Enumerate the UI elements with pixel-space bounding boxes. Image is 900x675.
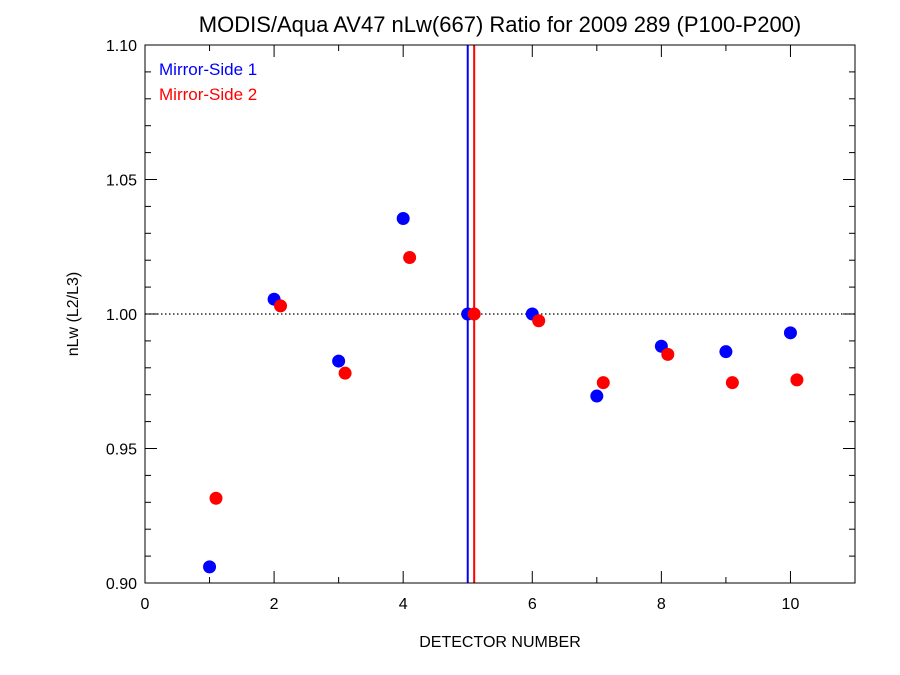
y-axis-label: nLw (L2/L3) — [65, 272, 82, 357]
legend: Mirror-Side 1 Mirror-Side 2 — [159, 60, 257, 104]
x-tick-label: 4 — [399, 596, 408, 613]
mirror-side-2-point — [596, 376, 610, 390]
mirror-side-1-point — [396, 212, 410, 226]
mirror-side-2-point — [661, 347, 675, 361]
mirror-side-1-point — [332, 354, 346, 368]
x-axis-label: DETECTOR NUMBER — [419, 634, 581, 651]
x-tick-label: 0 — [141, 596, 150, 613]
mirror-side-1-point — [203, 560, 217, 574]
mirror-side-2-point — [209, 491, 223, 505]
y-tick-label: 0.95 — [106, 442, 137, 459]
mirror-side-2-point — [532, 314, 546, 328]
y-tick-label: 0.90 — [106, 576, 137, 593]
x-tick-label: 2 — [270, 596, 279, 613]
mirror-side-1-point — [590, 389, 604, 403]
mirror-side-1-point — [719, 345, 733, 359]
x-tick-label: 6 — [528, 596, 537, 613]
y-tick-label: 1.00 — [106, 307, 137, 324]
mirror-side-2-point — [467, 307, 481, 321]
x-tick-label: 8 — [657, 596, 666, 613]
legend-entry: Mirror-Side 2 — [159, 85, 257, 104]
chart-title: MODIS/Aqua AV47 nLw(667) Ratio for 2009 … — [199, 12, 802, 37]
y-tick-label: 1.10 — [106, 38, 137, 55]
mirror-side-2-point — [725, 376, 739, 390]
x-tick-label: 10 — [782, 596, 800, 613]
y-tick-label: 1.05 — [106, 173, 137, 190]
mirror-side-2-point — [403, 251, 417, 265]
mirror-side-2-point — [274, 299, 288, 313]
legend-entry: Mirror-Side 1 — [159, 60, 257, 79]
mirror-side-2-point — [790, 373, 804, 387]
plot-area: 0 2 4 6 8 10 0.90 0.95 1.00 1.05 1.10 — [106, 38, 855, 613]
mirror-side-2-point — [338, 366, 352, 380]
plot-frame — [144, 44, 856, 584]
mirror-side-1-point — [783, 326, 797, 340]
